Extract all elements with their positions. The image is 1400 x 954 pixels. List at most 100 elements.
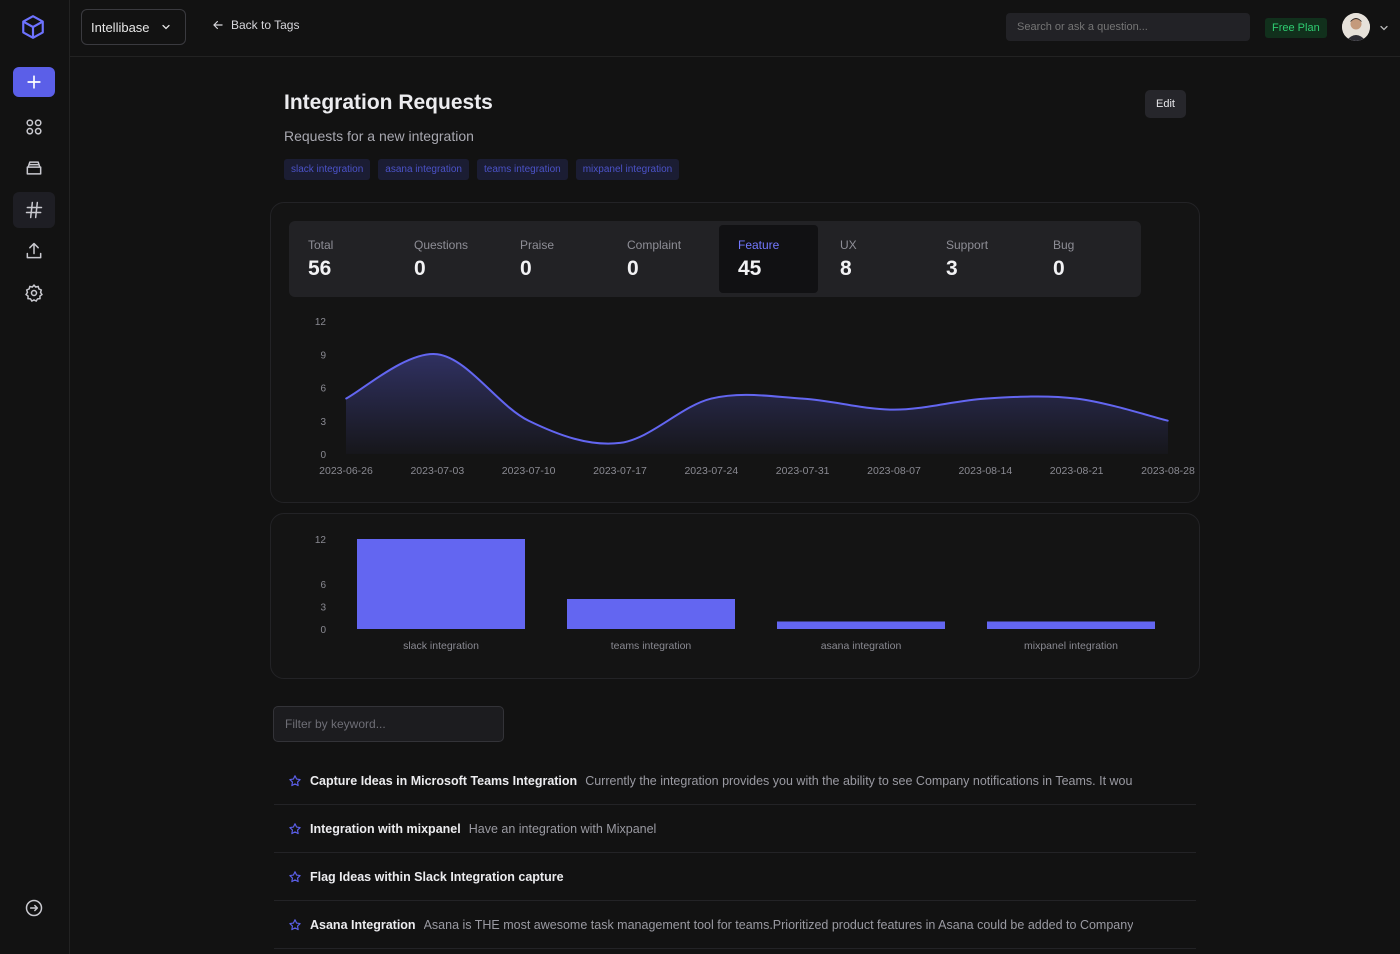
stat-label: Questions	[414, 238, 469, 252]
trend-area-chart: 0 3 6 9 12 2023-06-26 2023-07-03 2023-07-10 2023…	[315, 317, 1195, 477]
stat-complaint[interactable]: Complaint 0	[608, 225, 707, 293]
stat-value: 56	[308, 257, 332, 280]
x-tick-label: 2023-08-21	[1050, 465, 1104, 477]
hash-icon	[25, 201, 43, 219]
stat-questions[interactable]: Questions 0	[395, 225, 494, 293]
stat-ux[interactable]: UX 8	[821, 225, 920, 293]
sidebar-item-settings[interactable]	[13, 278, 55, 308]
stat-value: 45	[738, 257, 762, 280]
new-button[interactable]	[13, 67, 55, 97]
stat-value: 0	[627, 257, 639, 280]
list-item[interactable]: Asana Integration Asana is THE most awes…	[274, 901, 1196, 949]
y-tick-label: 12	[315, 317, 327, 328]
plus-icon	[27, 75, 41, 89]
sidebar	[0, 0, 70, 954]
sidebar-item-inbox[interactable]	[13, 153, 55, 183]
inbox-icon	[26, 161, 42, 175]
sidebar-item-tags[interactable]	[13, 192, 55, 228]
y-tick-label: 9	[320, 350, 326, 361]
arrow-left-icon	[213, 20, 223, 30]
y-tick-label: 6	[320, 580, 326, 591]
list-item[interactable]: Capture Ideas in Microsoft Teams Integra…	[274, 757, 1196, 805]
page-title: Integration Requests	[284, 91, 493, 114]
data-point[interactable]	[1075, 397, 1078, 400]
bar[interactable]	[357, 539, 525, 629]
filter-input[interactable]	[273, 706, 504, 742]
tag-chip[interactable]: mixpanel integration	[575, 159, 680, 180]
chevron-down-icon	[161, 24, 170, 30]
list-item[interactable]: Integration with mixpanel Have an integr…	[274, 805, 1196, 853]
search-input[interactable]	[1006, 13, 1250, 41]
tag-chip[interactable]: teams integration	[477, 159, 568, 180]
stat-total[interactable]: Total 56	[289, 225, 388, 293]
data-point[interactable]	[710, 397, 713, 400]
item-description: Have an integration with Mixpanel	[468, 821, 657, 836]
star-icon[interactable]	[288, 822, 302, 836]
stat-value: 8	[840, 257, 852, 280]
x-tick-label: 2023-07-31	[776, 465, 830, 477]
grid-icon	[26, 119, 42, 135]
item-description: Asana is THE most awesome task managemen…	[423, 917, 1134, 932]
data-point[interactable]	[893, 408, 895, 411]
data-point[interactable]	[436, 353, 439, 356]
tag-chip[interactable]: slack integration	[284, 159, 371, 180]
x-tick-label: mixpanel integration	[1024, 640, 1118, 652]
logo-icon[interactable]	[20, 14, 46, 40]
stat-support[interactable]: Support 3	[927, 225, 1026, 293]
item-title: Asana Integration	[310, 917, 416, 932]
y-tick-label: 3	[320, 417, 326, 428]
stats-bar: Total 56 Questions 0 Praise 0 Complaint 0 Fe…	[289, 221, 1141, 297]
sidebar-item-dashboard[interactable]	[13, 112, 55, 142]
stat-value: 0	[1053, 257, 1065, 280]
star-icon[interactable]	[288, 774, 302, 788]
plan-badge[interactable]: Free Plan	[1265, 18, 1327, 38]
tag-list: slack integration asana integration team…	[284, 159, 680, 180]
y-tick-label: 6	[320, 384, 326, 395]
data-point[interactable]	[1167, 419, 1169, 422]
avatar[interactable]	[1342, 13, 1370, 41]
stat-label: Complaint	[627, 238, 682, 252]
sidebar-item-upload[interactable]	[13, 236, 55, 266]
x-tick-label: teams integration	[611, 640, 692, 652]
stat-value: 0	[414, 257, 426, 280]
tag-bar-chart: 0 3 6 12 slack integration teams integration a…	[315, 535, 1155, 652]
stat-label: Support	[946, 238, 989, 252]
data-point[interactable]	[801, 397, 804, 400]
topbar: Intellibase Back to Tags Free Plan	[70, 0, 1400, 57]
stat-label: Total	[308, 238, 334, 252]
edit-button[interactable]: Edit	[1145, 90, 1186, 118]
data-point[interactable]	[527, 419, 530, 422]
stat-bug[interactable]: Bug 0	[1034, 225, 1133, 293]
star-icon[interactable]	[288, 918, 302, 932]
back-label: Back to Tags	[231, 18, 300, 32]
workspace-name: Intellibase	[91, 19, 150, 35]
series-area	[346, 354, 1168, 454]
stat-feature[interactable]: Feature 45	[719, 225, 818, 293]
x-tick-label: 2023-07-10	[502, 465, 556, 477]
stat-label: Bug	[1053, 238, 1075, 252]
item-title: Integration with mixpanel	[310, 821, 461, 836]
tag-chip[interactable]: asana integration	[378, 159, 469, 180]
back-to-tags-link[interactable]: Back to Tags	[211, 18, 299, 32]
data-point[interactable]	[345, 397, 347, 400]
data-point[interactable]	[984, 397, 987, 400]
list-item[interactable]: Flag Ideas within Slack Integration capt…	[274, 853, 1196, 901]
bar[interactable]	[567, 599, 735, 629]
sidebar-item-logout[interactable]	[13, 893, 55, 923]
y-tick-label: 0	[320, 450, 326, 461]
bar[interactable]	[777, 621, 945, 630]
item-title: Capture Ideas in Microsoft Teams Integra…	[310, 773, 578, 788]
stat-label: Praise	[520, 238, 555, 252]
workspace-selector[interactable]: Intellibase	[81, 9, 186, 45]
bar[interactable]	[987, 621, 1155, 630]
data-point[interactable]	[619, 442, 621, 444]
x-tick-label: 2023-08-07	[867, 465, 921, 477]
upload-icon	[26, 242, 42, 259]
gear-icon	[25, 283, 43, 303]
chevron-down-icon[interactable]	[1378, 22, 1390, 34]
stat-praise[interactable]: Praise 0	[501, 225, 600, 293]
star-icon[interactable]	[288, 870, 302, 884]
stat-value: 3	[946, 257, 958, 280]
idea-list: Capture Ideas in Microsoft Teams Integra…	[274, 757, 1196, 949]
x-tick-label: 2023-08-28	[1141, 465, 1195, 477]
